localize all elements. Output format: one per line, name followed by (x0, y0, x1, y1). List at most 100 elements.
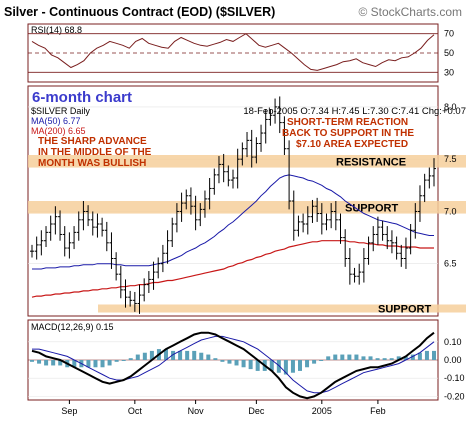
rsi-tick-label: 70 (444, 29, 454, 39)
price-bar (235, 148, 240, 189)
price-tick-label: 7.5 (444, 154, 457, 164)
price-bar (422, 173, 427, 203)
macd-panel: MACD(12,26,9) 0.15 0.10 0.00 -0.10 -0.20 (27, 319, 465, 401)
price-bar (72, 226, 77, 250)
price-bar (385, 226, 390, 250)
price-bar (352, 267, 357, 283)
macd-histogram-bar (93, 360, 98, 368)
price-bar (240, 142, 245, 166)
price-zone (28, 155, 466, 168)
macd-histogram-bar (220, 360, 225, 362)
macd-histogram-bar (283, 360, 288, 375)
ma200-label: MA(200) 6.65 (31, 126, 86, 136)
price-bar (282, 116, 287, 155)
macd-histogram-bar (417, 352, 422, 360)
price-bar (254, 137, 259, 164)
ma50-label: MA(50) 6.77 (31, 116, 81, 126)
macd-histogram-bar (361, 356, 366, 360)
price-bar (287, 140, 292, 210)
price-bar (179, 192, 184, 222)
macd-histogram-bar (128, 358, 133, 360)
annotation-left-line: IN THE MIDDLE OF THE (38, 147, 152, 158)
macd-histogram-bar (114, 360, 119, 362)
price-bar (109, 232, 114, 269)
price-bar (170, 217, 175, 247)
price-bar (118, 265, 123, 299)
price-bar (123, 279, 128, 308)
price-bar (90, 211, 95, 236)
price-bar (146, 271, 151, 293)
price-bar (86, 205, 91, 227)
price-bar (333, 201, 338, 231)
price-bar (100, 217, 105, 237)
macd-histogram-bar (185, 350, 190, 360)
rsi-line (31, 33, 435, 71)
macd-histogram-bar (135, 354, 140, 360)
annotation-left: THE SHARP ADVANCE IN THE MIDDLE OF THE M… (38, 136, 152, 169)
price-bar (268, 109, 273, 126)
price-bar (343, 229, 348, 267)
price-bar (259, 124, 264, 152)
price-zone (28, 201, 466, 214)
macd-histogram-bar (100, 360, 105, 368)
price-bar (212, 168, 217, 195)
price-bar (76, 211, 81, 241)
macd-histogram-bar (86, 360, 91, 368)
price-bar (202, 190, 207, 218)
price-bar (380, 220, 385, 241)
price-bar (62, 226, 67, 257)
macd-histogram-bar (375, 358, 380, 360)
price-bar (132, 291, 137, 312)
price-bar (81, 201, 86, 231)
macd-histogram-bar (192, 350, 197, 360)
price-bar (151, 261, 156, 290)
price-bar (104, 221, 109, 252)
price-bar (160, 244, 165, 273)
macd-tick-label: -0.10 (444, 373, 465, 383)
zone-label: SUPPORT (378, 304, 431, 316)
rsi-tick-label: 50 (444, 48, 454, 58)
macd-histogram-bar (164, 349, 168, 360)
macd-histogram-bar (424, 350, 429, 360)
price-bar (291, 190, 296, 241)
macd-histogram-bar (255, 360, 260, 371)
price-bar (277, 96, 282, 134)
price-bar (95, 213, 100, 238)
macd-histogram-bar (44, 360, 49, 366)
macd-histogram-bar (241, 360, 246, 368)
price-bar (156, 257, 161, 279)
macd-signal-line (32, 335, 435, 394)
price-bar (53, 206, 58, 235)
macd-histogram-bar (410, 354, 415, 360)
x-tick-label: Feb (370, 406, 386, 416)
price-bar (221, 153, 226, 183)
macd-histogram-bar (121, 360, 126, 361)
annotation-right: SHORT-TERM REACTION BACK TO SUPPORT IN T… (282, 117, 414, 150)
macd-histogram-bar (206, 354, 211, 360)
x-tick-label: Nov (188, 406, 205, 416)
price-bar (193, 195, 198, 231)
macd-histogram-bar (298, 360, 302, 371)
macd-tick-label: 0.00 (444, 355, 462, 365)
macd-tick-label: -0.20 (444, 391, 465, 401)
price-bar (188, 187, 193, 215)
price-bar (338, 213, 343, 244)
zone-label: RESISTANCE (336, 156, 406, 168)
price-bar (142, 278, 147, 302)
price-bar (48, 215, 53, 241)
price-bar (310, 199, 315, 223)
copyright-text: © StockCharts.com (358, 5, 462, 19)
price-tick-label: 8.0 (444, 102, 457, 112)
price-bar (137, 284, 142, 314)
price-bar (413, 203, 418, 239)
price-bar (357, 263, 362, 285)
price-bar (417, 185, 422, 222)
macd-histogram-bar (305, 360, 310, 368)
macd-histogram-bar (432, 350, 436, 360)
price-bar (389, 230, 394, 254)
x-tick-label: Dec (248, 406, 265, 416)
macd-histogram-bar (227, 360, 232, 364)
macd-histogram-bar (72, 360, 77, 368)
price-bar (329, 203, 334, 229)
